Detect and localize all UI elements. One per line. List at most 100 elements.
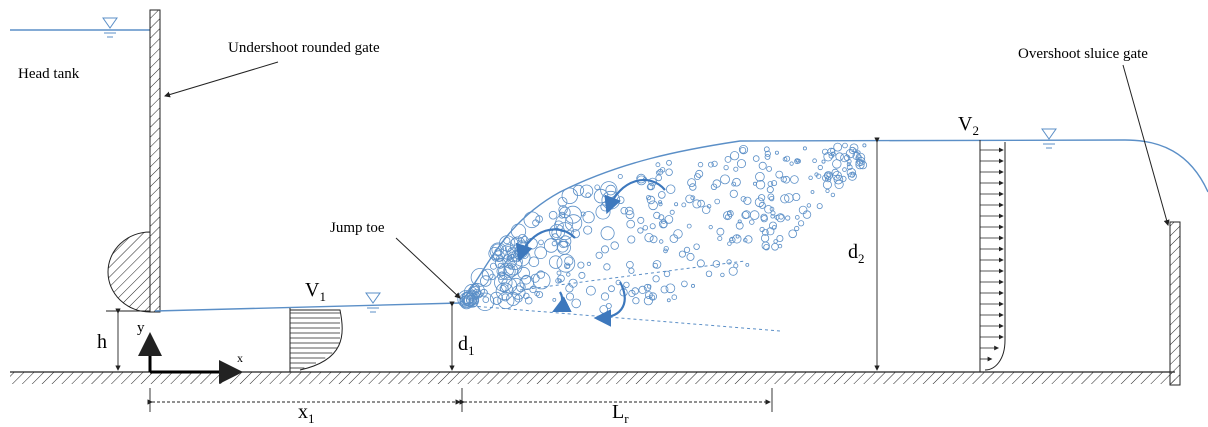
bubble — [811, 191, 814, 194]
bubble — [633, 298, 639, 304]
bubble — [756, 180, 765, 189]
bubble — [684, 247, 689, 252]
bubble — [790, 162, 793, 165]
water-symbol — [1042, 129, 1056, 148]
bubble — [627, 261, 634, 268]
label: Undershoot rounded gate — [228, 40, 380, 56]
bubble — [849, 147, 855, 153]
bubble — [687, 253, 694, 260]
bubble — [736, 235, 739, 238]
symbol: h — [97, 331, 107, 353]
bubble — [693, 200, 701, 208]
bubble — [750, 220, 755, 225]
symbol: d2 — [848, 241, 865, 266]
bubble — [746, 263, 749, 266]
bubble — [618, 174, 622, 178]
bubble — [786, 216, 790, 220]
bubble — [725, 215, 729, 219]
bubble — [601, 227, 614, 240]
bubble — [831, 193, 835, 197]
bubble — [659, 240, 663, 244]
bubble — [691, 284, 694, 287]
bubble — [553, 298, 556, 301]
bubble — [706, 271, 712, 277]
symbol: V1 — [305, 279, 326, 304]
bubble — [667, 160, 672, 165]
bubble — [730, 190, 737, 197]
bubble — [601, 293, 608, 300]
bubble — [789, 230, 797, 238]
bubble — [750, 211, 759, 220]
hydraulic-jump-diagram: Head tank Undershoot rounded gate Jump t… — [0, 0, 1208, 427]
bubble — [795, 226, 799, 230]
bubble — [650, 224, 655, 229]
profile-curve — [290, 310, 342, 370]
bubble — [694, 244, 700, 250]
symbol-sub: r — [624, 411, 629, 426]
bubble — [674, 230, 683, 239]
bubble — [776, 171, 783, 178]
bubble — [653, 276, 659, 282]
symbol-base: L — [612, 401, 624, 423]
bubble — [596, 205, 610, 219]
bubble — [624, 282, 630, 288]
bubble — [606, 303, 611, 308]
symbol: Lr — [612, 401, 629, 426]
bubble — [656, 175, 662, 181]
bubble — [775, 151, 778, 154]
bubble — [606, 185, 616, 195]
bubble — [611, 242, 619, 250]
bubble — [734, 167, 738, 171]
bubble — [740, 147, 746, 153]
bubble — [609, 286, 615, 292]
bubble — [617, 197, 624, 204]
bubble — [664, 271, 670, 277]
bubble — [698, 162, 703, 167]
bubble — [650, 236, 657, 243]
bubble — [670, 210, 674, 214]
bubble — [664, 246, 668, 250]
bubble — [826, 189, 829, 192]
bubble — [721, 273, 725, 277]
bubble — [667, 299, 670, 302]
bubble — [656, 163, 660, 167]
bubble — [734, 264, 738, 268]
symbol-sub: 2 — [972, 123, 979, 138]
overshoot-gate — [1170, 222, 1180, 385]
bubble — [627, 220, 635, 228]
bubble — [762, 242, 769, 249]
bubble — [587, 262, 590, 265]
bubble — [525, 297, 532, 304]
symbol-sub: 2 — [858, 251, 865, 266]
symbol-base: V — [958, 113, 973, 135]
bubble — [777, 235, 783, 241]
bubble — [803, 147, 806, 150]
bubble — [795, 216, 799, 220]
symbol: y — [137, 320, 145, 336]
bubble — [682, 281, 688, 287]
bubble — [756, 172, 765, 181]
bubble — [638, 217, 644, 223]
bubble — [717, 228, 724, 235]
bubble — [724, 165, 728, 169]
symbol-sub: 1 — [308, 411, 315, 426]
bubble — [628, 236, 635, 243]
bubble — [672, 295, 677, 300]
bubble — [843, 143, 848, 148]
bubble — [833, 160, 842, 169]
bubble — [643, 226, 648, 231]
bubble — [596, 252, 602, 258]
bubble — [813, 159, 817, 163]
bubble — [822, 160, 825, 163]
bubble — [791, 176, 799, 184]
bubble — [745, 236, 752, 243]
bubble — [715, 199, 720, 204]
bubble — [863, 144, 866, 147]
bubble — [779, 215, 784, 220]
bubble — [666, 284, 675, 293]
bubble — [649, 201, 658, 210]
air-bubbles — [458, 143, 867, 313]
bubble — [604, 264, 610, 270]
bubble — [675, 203, 678, 206]
symbol-base: d — [458, 333, 468, 355]
